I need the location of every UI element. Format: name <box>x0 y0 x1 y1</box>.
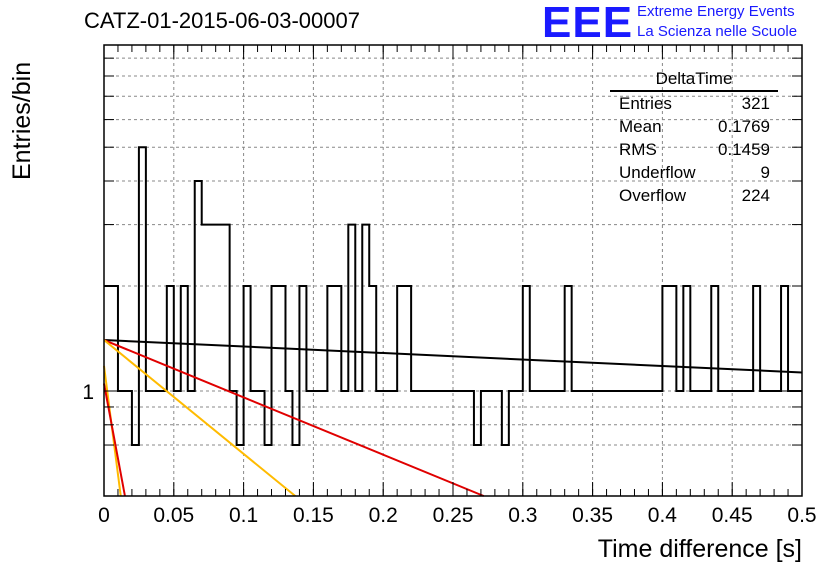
x-tick-label: 0.35 <box>572 504 613 527</box>
stats-row-mean: Mean 0.1769 <box>610 115 778 138</box>
stats-label: Entries <box>619 94 672 113</box>
x-tick-label: 0.5 <box>787 504 816 527</box>
stats-value: 0.1769 <box>718 117 770 136</box>
stats-value: 9 <box>760 163 770 182</box>
stats-value: 224 <box>741 186 770 205</box>
stats-label: Mean <box>619 117 662 136</box>
chart-title: CATZ-01-2015-06-03-00007 <box>84 8 360 33</box>
stats-label: Underflow <box>619 163 696 182</box>
x-tick-label: 0.45 <box>712 504 753 527</box>
histogram-series <box>104 146 802 447</box>
x-tick-label: 0.05 <box>153 504 194 527</box>
x-tick-label: 0.3 <box>508 504 537 527</box>
stats-value: 0.1459 <box>718 140 770 159</box>
y-tick-label: 1 <box>82 381 94 404</box>
logo-text-line2: La Scienza nelle Scuole <box>637 23 798 40</box>
fit-curve-2 <box>103 339 296 497</box>
stats-row-entries: Entries 321 <box>610 92 778 115</box>
stats-label: RMS <box>619 140 657 159</box>
stats-row-overflow: Overflow 224 <box>610 184 778 207</box>
x-axis-label: Time difference [s] <box>597 535 802 563</box>
x-tick-label: 0.2 <box>369 504 398 527</box>
logo-text-line1: Extreme Energy Events <box>637 3 795 20</box>
stats-title: DeltaTime <box>610 68 778 92</box>
x-tick-label: 0 <box>98 504 110 527</box>
stats-row-rms: RMS 0.1459 <box>610 138 778 161</box>
stats-label: Overflow <box>619 186 687 205</box>
stats-box: DeltaTime Entries 321 Mean 0.1769 RMS 0.… <box>610 68 778 207</box>
stats-row-underflow: Underflow 9 <box>610 161 778 184</box>
fit-curve-0 <box>103 339 803 374</box>
fit-curve-4 <box>103 383 126 497</box>
x-tick-label: 0.1 <box>229 504 258 527</box>
y-axis-label: Entries/bin <box>8 61 36 180</box>
x-tick-label: 0.15 <box>293 504 334 527</box>
x-tick-label: 0.25 <box>433 504 474 527</box>
eee-logo: EEE <box>542 0 634 47</box>
fit-curve-1 <box>103 339 485 497</box>
stats-value: 321 <box>741 94 770 113</box>
x-tick-label: 0.4 <box>648 504 678 527</box>
